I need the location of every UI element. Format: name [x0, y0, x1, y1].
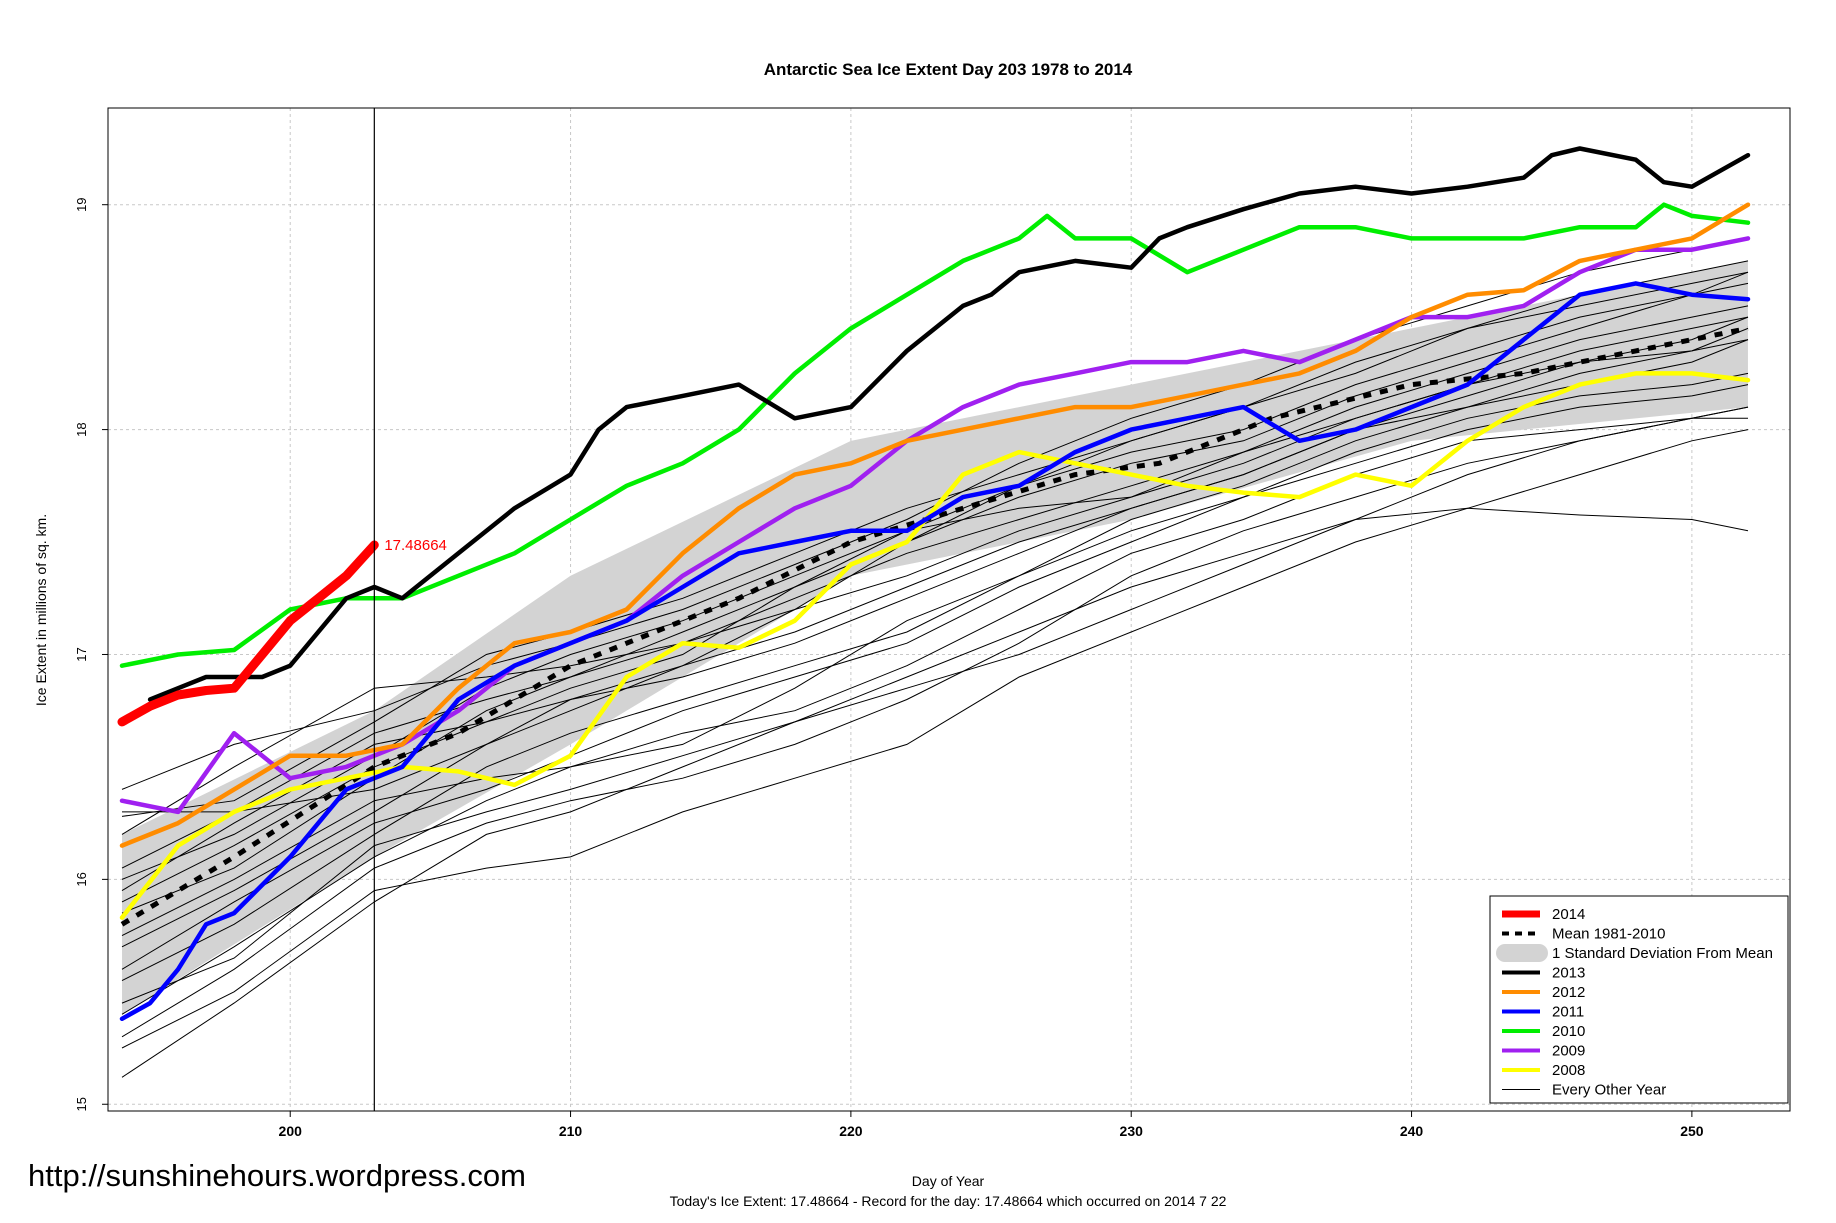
- legend-label: Every Other Year: [1552, 1082, 1666, 1099]
- every-other-year-line: [121, 271, 1749, 817]
- legend-label: 2014: [1552, 906, 1585, 923]
- series-line-2012: [119, 202, 1751, 848]
- every-other-year-line: [121, 384, 1749, 970]
- footer-note: Today's Ice Extent: 17.48664 - Record fo…: [670, 1193, 1227, 1209]
- x-tick-label: 200: [279, 1123, 303, 1139]
- y-tick-label: 18: [74, 422, 89, 436]
- y-tick-label: 16: [74, 872, 89, 886]
- current-value-label: 17.48664: [384, 537, 447, 554]
- x-tick-label: 250: [1680, 1123, 1704, 1139]
- mean-line: [120, 325, 1749, 927]
- every-other-year-line: [121, 339, 1749, 948]
- y-tick-label: 19: [74, 197, 89, 211]
- x-axis-ticks: 200 210 220 230 240 250: [279, 1111, 1704, 1139]
- x-axis-label: Day of Year: [912, 1173, 985, 1189]
- plot-frame: [107, 107, 1791, 1112]
- legend-label: 2009: [1552, 1043, 1585, 1060]
- series-line-2013: [147, 146, 1751, 702]
- std-dev-band-layer: [122, 260, 1748, 1015]
- legend-swatch-band: [1496, 944, 1548, 962]
- every-other-year-line: [121, 316, 1749, 835]
- mean-layer: [120, 325, 1749, 927]
- x-tick-label: 230: [1120, 1123, 1144, 1139]
- legend-label: 2013: [1552, 965, 1585, 982]
- legend-label: 1 Standard Deviation From Mean: [1552, 945, 1773, 962]
- legend-label: 2010: [1552, 1023, 1585, 1040]
- legend-label: 2012: [1552, 984, 1585, 1001]
- x-tick-label: 210: [559, 1123, 583, 1139]
- y-axis-ticks: 15 16 17 18 19: [74, 197, 108, 1111]
- x-tick-label: 240: [1400, 1123, 1424, 1139]
- every-other-year-line: [121, 417, 1748, 1038]
- legend: 2014 Mean 1981-2010 1 Standard Deviation F…: [1489, 895, 1789, 1104]
- watermark-url: http://sunshinehours.wordpress.com: [28, 1158, 526, 1193]
- legend-label: 2011: [1552, 1004, 1584, 1021]
- chart-title: Antarctic Sea Ice Extent Day 203 1978 to…: [764, 60, 1133, 79]
- y-tick-label: 15: [74, 1097, 89, 1111]
- every-other-year-line: [121, 429, 1749, 1049]
- y-axis-label: Ice Extent in millions of sq. km.: [33, 514, 49, 706]
- legend-label: Mean 1981-2010: [1552, 926, 1665, 943]
- series-line-2011: [119, 281, 1751, 1022]
- x-tick-label: 220: [839, 1123, 863, 1139]
- y-tick-label: 17: [74, 647, 89, 661]
- every-other-year-line: [121, 507, 1749, 1078]
- legend-label: 2008: [1552, 1062, 1585, 1079]
- series-line-2014: [117, 540, 379, 727]
- std-dev-band: [122, 260, 1748, 1015]
- every-other-year-line: [121, 339, 1749, 937]
- series-layer: [117, 146, 1751, 1022]
- series-line-2010: [119, 202, 1751, 668]
